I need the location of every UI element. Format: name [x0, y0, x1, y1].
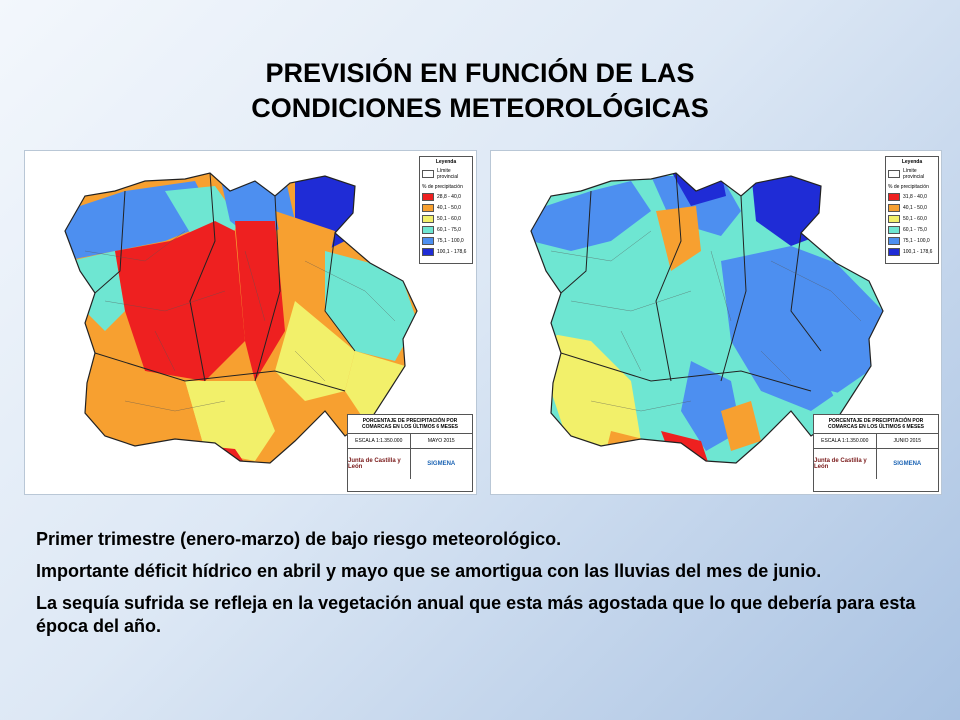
legend-boundary-label: Límite provincial [437, 168, 459, 180]
legend-entry: 100,1 - 178,6 [888, 248, 936, 256]
slide-title: PREVISIÓN EN FUNCIÓN DE LAS CONDICIONES … [0, 56, 960, 126]
junta-logo: Junta de Castilla y León [348, 449, 411, 479]
legend-range-label: 75,1 - 100,0 [437, 238, 464, 244]
legend-entry: 75,1 - 100,0 [422, 237, 470, 245]
map-month: MAYO 2015 [427, 438, 455, 444]
legend-range-label: 75,1 - 100,0 [903, 238, 930, 244]
legend-range-label: 60,1 - 75,0 [903, 227, 927, 233]
legend-entry: 31,8 - 40,0 [888, 193, 936, 201]
legend-entry: 50,1 - 60,0 [888, 215, 936, 223]
legend-entry: 75,1 - 100,0 [888, 237, 936, 245]
legend-swatch [888, 226, 900, 234]
map-box-title: PORCENTAJE DE PRECIPITACIÓN POR COMARCAS… [348, 415, 472, 434]
legend-range-label: 28,8 - 40,0 [437, 194, 461, 200]
legend-swatch [888, 237, 900, 245]
legend-entry: 40,1 - 50,0 [888, 204, 936, 212]
legend-range-label: 31,8 - 40,0 [903, 194, 927, 200]
legend-range-label: 50,1 - 60,0 [903, 216, 927, 222]
map-box-info: ESCALA 1:1.350.000 JUNIO 2015 [814, 434, 938, 449]
legend-entry: 60,1 - 75,0 [888, 226, 936, 234]
legend-swatch [422, 204, 434, 212]
legend-entry: 50,1 - 60,0 [422, 215, 470, 223]
map-legend: Leyenda Límite provincial % de precipita… [885, 156, 939, 264]
legend-swatch [422, 226, 434, 234]
legend-entry: 40,1 - 50,0 [422, 204, 470, 212]
paragraph-first-quarter: Primer trimestre (enero-marzo) de bajo r… [36, 529, 562, 549]
legend-swatch [422, 248, 434, 256]
legend-swatch [888, 215, 900, 223]
legend-title: Leyenda [435, 159, 457, 165]
legend-boundary: Límite provincial [888, 168, 936, 180]
legend-entry: 60,1 - 75,0 [422, 226, 470, 234]
slide-body: Primer trimestre (enero-marzo) de bajo r… [36, 528, 916, 647]
map-panel-june: Leyenda Límite provincial % de precipita… [490, 150, 942, 495]
junta-logo: Junta de Castilla y León [814, 449, 877, 479]
legend-swatch [422, 237, 434, 245]
map-box-info: ESCALA 1:1.350.000 MAYO 2015 [348, 434, 472, 449]
boundary-swatch [888, 170, 900, 178]
legend-range-label: 50,1 - 60,0 [437, 216, 461, 222]
sigmena-logo: SIGMENA [427, 461, 456, 467]
map-month: JUNIO 2015 [893, 438, 921, 444]
title-line-1: PREVISIÓN EN FUNCIÓN DE LAS [265, 58, 695, 88]
sigmena-logo: SIGMENA [893, 461, 922, 467]
boundary-swatch [422, 170, 434, 178]
map-panel-may: Leyenda Límite provincial % de precipita… [24, 150, 477, 495]
legend-range-label: 40,1 - 50,0 [437, 205, 461, 211]
map-logos: Junta de Castilla y León SIGMENA [348, 449, 472, 479]
legend-swatch [888, 248, 900, 256]
legend-range-label: 60,1 - 75,0 [437, 227, 461, 233]
legend-boundary-label: Límite provincial [903, 168, 925, 180]
legend-title: Leyenda [901, 159, 923, 165]
legend-range-label: 100,1 - 178,6 [437, 249, 467, 255]
legend-subtitle: % de precipitación [422, 184, 463, 190]
map-scale: ESCALA 1:1.350.000 [814, 434, 877, 448]
legend-swatch [888, 193, 900, 201]
map-legend: Leyenda Límite provincial % de precipita… [419, 156, 473, 264]
legend-boundary: Límite provincial [422, 168, 470, 180]
map-title-box: PORCENTAJE DE PRECIPITACIÓN POR COMARCAS… [813, 414, 939, 492]
legend-range-label: 40,1 - 50,0 [903, 205, 927, 211]
legend-subtitle: % de precipitación [888, 184, 929, 190]
map-title-box: PORCENTAJE DE PRECIPITACIÓN POR COMARCAS… [347, 414, 473, 492]
title-line-2: CONDICIONES METEOROLÓGICAS [251, 93, 709, 123]
legend-swatch [422, 215, 434, 223]
map-scale: ESCALA 1:1.350.000 [348, 434, 411, 448]
paragraph-drought-vegetation: La sequía sufrida se refleja en la veget… [36, 593, 916, 636]
map-box-title: PORCENTAJE DE PRECIPITACIÓN POR COMARCAS… [814, 415, 938, 434]
precipitation-map-may [64, 172, 418, 464]
map-logos: Junta de Castilla y León SIGMENA [814, 449, 938, 479]
paragraph-water-deficit: Importante déficit hídrico en abril y ma… [36, 561, 822, 581]
legend-swatch [422, 193, 434, 201]
legend-entry: 28,8 - 40,0 [422, 193, 470, 201]
legend-entry: 100,1 - 178,6 [422, 248, 470, 256]
legend-range-label: 100,1 - 178,6 [903, 249, 933, 255]
legend-swatch [888, 204, 900, 212]
